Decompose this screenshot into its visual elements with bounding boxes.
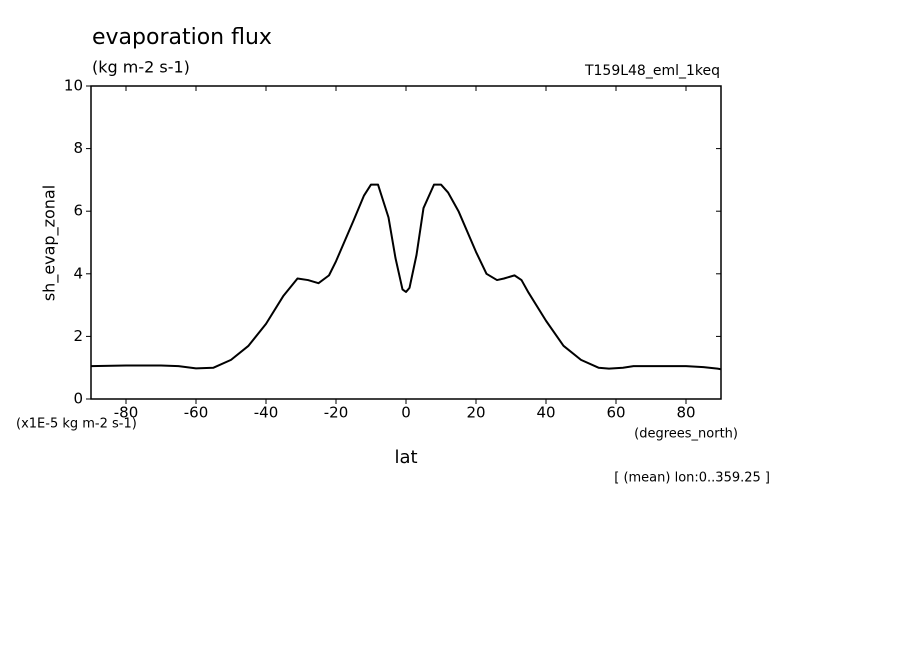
x-tick-label: 80 [676, 404, 695, 422]
run-label: T159L48_eml_1keq [584, 63, 720, 79]
y-tick-label: 4 [73, 264, 83, 282]
x-tick-label: -60 [184, 404, 209, 422]
note: [ (mean) lon:0..359.25 ] [614, 471, 770, 486]
x-tick-label: 40 [536, 404, 555, 422]
y-unit: (x1E-5 kg m-2 s-1) [16, 417, 137, 432]
y-tick-label: 0 [73, 390, 83, 408]
y-axis-label: sh_evap_zonal [40, 185, 60, 301]
y-tick-label: 10 [64, 77, 83, 95]
y-tick-label: 6 [73, 202, 83, 220]
plot-frame [90, 85, 722, 400]
x-tick-label: 20 [466, 404, 485, 422]
y-tick-label: 2 [73, 327, 83, 345]
x-tick-label: -80 [114, 404, 139, 422]
x-tick-label: -20 [324, 404, 349, 422]
chart-title: evaporation flux [92, 25, 272, 50]
y-tick-label: 8 [73, 139, 83, 157]
x-tick-label: 0 [401, 404, 411, 422]
data-line [90, 183, 722, 371]
x-tick-label: 60 [606, 404, 625, 422]
x-axis-label: lat [394, 447, 417, 468]
x-tick-label: -40 [254, 404, 279, 422]
x-unit: (degrees_north) [634, 427, 738, 442]
chart-subtitle: (kg m-2 s-1) [92, 58, 190, 77]
